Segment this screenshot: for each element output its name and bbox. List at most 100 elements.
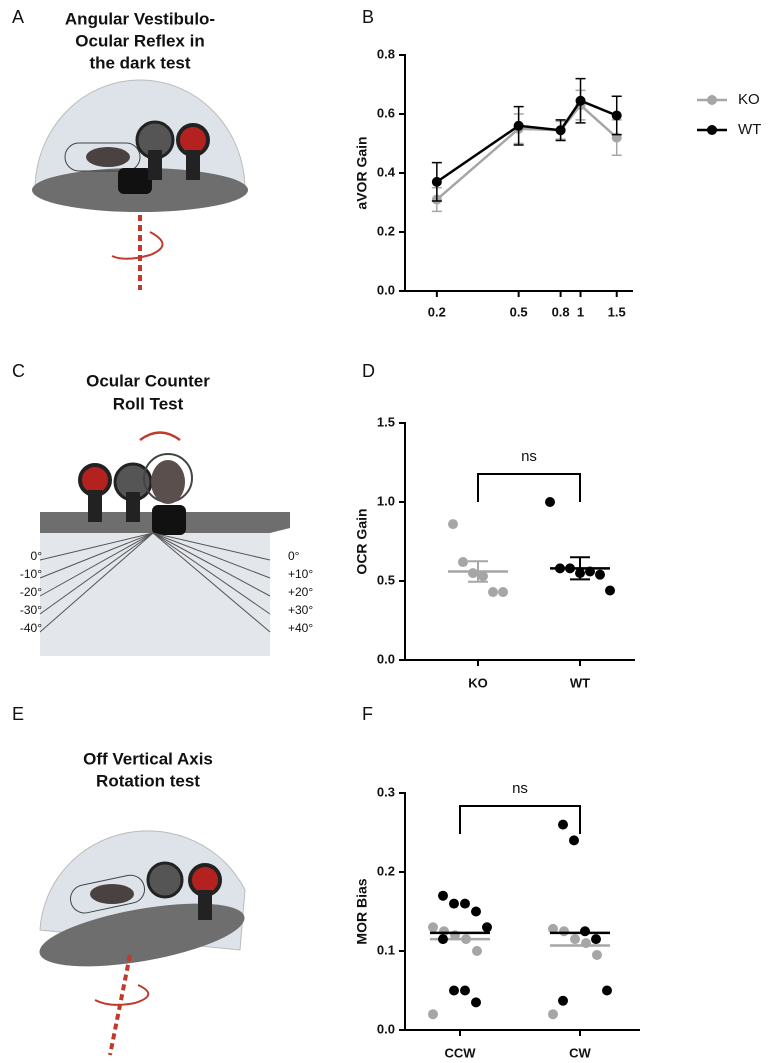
y-tick-label: 0.0 <box>377 1021 395 1036</box>
data-point <box>548 1009 558 1020</box>
angle-label: -20° <box>20 585 42 599</box>
data-point <box>565 563 575 574</box>
data-point <box>478 571 488 582</box>
angle-line <box>39 532 154 579</box>
y-tick-label: 0.0 <box>377 651 395 666</box>
angle-line <box>152 532 271 579</box>
data-point <box>471 906 481 917</box>
data-point <box>498 587 508 598</box>
panel-label: C <box>12 361 25 381</box>
data-point <box>611 110 622 121</box>
data-point <box>592 949 602 960</box>
x-tick-label: 1.5 <box>608 304 626 319</box>
angle-label: -40° <box>20 621 42 635</box>
data-point <box>558 819 568 830</box>
data-point <box>570 934 580 945</box>
illustration-ovar: Off Vertical Axis Rotation test <box>39 749 246 1056</box>
significance-label: ns <box>521 448 537 465</box>
data-point <box>482 922 492 933</box>
data-point <box>585 566 595 577</box>
angle-label: -30° <box>20 603 42 617</box>
y-tick-label: 0.2 <box>377 863 395 878</box>
data-point <box>602 985 612 996</box>
data-point <box>605 585 615 596</box>
significance-bracket <box>477 473 581 502</box>
y-tick-label: 0.3 <box>377 784 395 799</box>
illustration-title: Ocular Reflex in <box>75 31 204 50</box>
legend-marker <box>707 125 717 135</box>
angle-label: 0° <box>288 549 300 563</box>
y-tick-label: 0.0 <box>377 282 395 297</box>
y-tick-label: 1.0 <box>377 493 395 508</box>
series-line <box>436 103 618 201</box>
angle-line <box>39 532 154 561</box>
data-point <box>488 587 498 598</box>
angle-label: +20° <box>288 585 313 599</box>
data-point <box>580 926 590 937</box>
data-point <box>569 835 579 846</box>
angle-line <box>39 532 154 633</box>
data-point <box>558 995 568 1006</box>
illustration-title: Roll Test <box>113 394 184 413</box>
y-tick-label: 0.5 <box>377 572 395 587</box>
y-axis-label: aVOR Gain <box>354 136 370 209</box>
panel-label: E <box>12 704 24 724</box>
data-point <box>575 95 586 106</box>
data-point <box>448 519 458 530</box>
legend-label: WT <box>738 121 761 138</box>
data-point <box>438 934 448 945</box>
panel-label: D <box>362 361 375 381</box>
legend-label: KO <box>738 91 760 108</box>
y-tick-label: 0.4 <box>377 164 396 179</box>
angle-label: +30° <box>288 603 313 617</box>
data-point <box>468 568 478 579</box>
significance-label: ns <box>512 780 528 797</box>
data-point <box>559 926 569 937</box>
y-tick-label: 0.6 <box>377 105 395 120</box>
angle-line <box>152 532 271 597</box>
data-point <box>591 934 601 945</box>
illustration-ocr: Ocular Counter Roll Test <box>40 371 290 656</box>
data-point <box>581 938 591 949</box>
panel-label: A <box>12 7 24 27</box>
y-tick-label: 0.8 <box>377 46 395 61</box>
angle-line <box>39 532 154 597</box>
y-tick-label: 1.5 <box>377 414 395 429</box>
x-tick-label: 0.2 <box>428 304 446 319</box>
angle-line <box>152 532 271 615</box>
y-axis-label: OCR Gain <box>354 508 370 574</box>
x-tick-label: WT <box>570 675 590 690</box>
angle-line <box>39 532 154 615</box>
data-point <box>460 985 470 996</box>
angle-line <box>152 532 271 633</box>
data-point <box>545 497 555 507</box>
angle-label: -10° <box>20 567 42 581</box>
x-tick-label: 0.8 <box>552 304 570 319</box>
angle-label: 0° <box>31 549 43 563</box>
angle-label: +40° <box>288 621 313 635</box>
data-point <box>438 890 448 901</box>
y-axis-label: MOR Bias <box>354 878 370 944</box>
data-point <box>513 120 524 131</box>
x-tick-label: CW <box>569 1045 591 1060</box>
illustration-title: the dark test <box>89 53 190 72</box>
y-tick-label: 0.2 <box>377 223 395 238</box>
illustration-title: Ocular Counter <box>86 371 210 390</box>
illustration-title: Angular Vestibulo- <box>65 9 215 28</box>
x-tick-label: 1 <box>577 304 584 319</box>
y-tick-label: 0.1 <box>377 942 395 957</box>
angle-label: +10° <box>288 567 313 581</box>
angle-line <box>152 532 271 561</box>
data-point <box>449 898 459 909</box>
illustration-avor: Angular Vestibulo- Ocular Reflex in the … <box>32 9 248 290</box>
data-point <box>428 1009 438 1020</box>
legend-marker <box>707 95 717 105</box>
illustration-title: Rotation test <box>96 771 200 790</box>
data-point <box>555 125 566 136</box>
data-point <box>555 563 565 574</box>
data-point <box>431 176 442 187</box>
x-tick-label: CCW <box>444 1045 476 1060</box>
data-point <box>472 946 482 956</box>
data-point <box>471 997 481 1008</box>
